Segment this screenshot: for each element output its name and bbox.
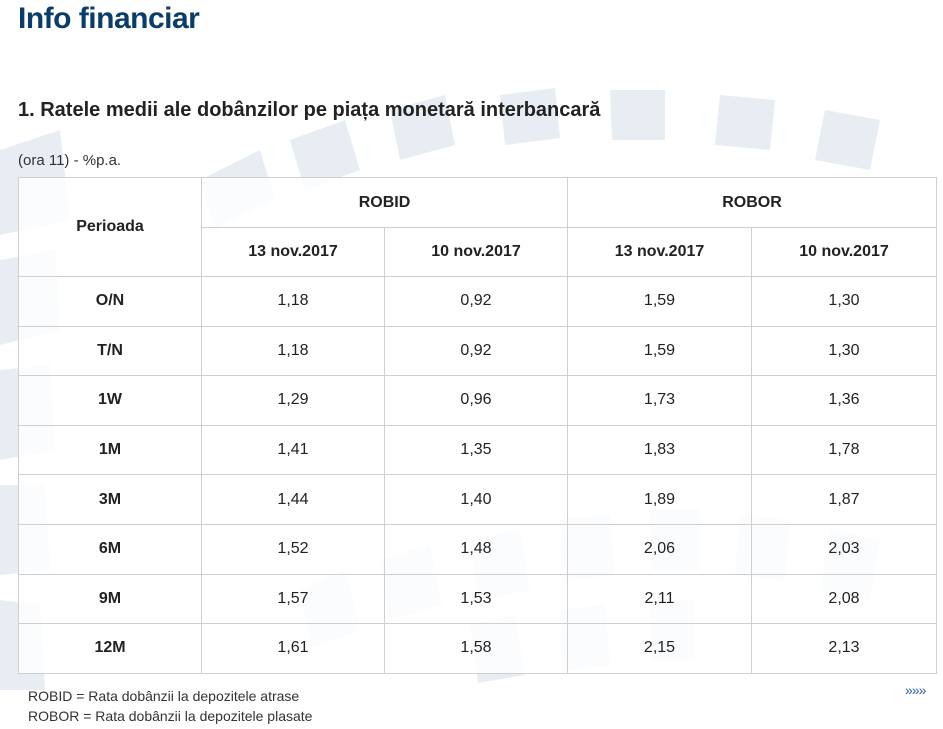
rate-cell: 2,15 — [567, 623, 752, 674]
rate-cell: 1,30 — [751, 325, 937, 377]
interbank-rates-table: Perioada ROBID ROBOR 13 nov.2017 10 nov.… — [18, 177, 937, 674]
rate-cell: 1,41 — [201, 424, 385, 476]
period-cell: 1W — [18, 375, 202, 426]
period-cell: 9M — [18, 573, 202, 625]
table-row: 12M 1,61 1,58 2,15 2,13 — [18, 623, 937, 674]
table-row: T/N 1,18 0,92 1,59 1,30 — [18, 325, 937, 377]
rate-cell: 1,36 — [751, 375, 937, 426]
table-row: 1M 1,41 1,35 1,83 1,78 — [18, 424, 937, 476]
column-header-date: 10 nov.2017 — [384, 227, 568, 277]
rate-cell: 2,06 — [567, 523, 752, 575]
rate-cell: 2,11 — [567, 573, 752, 625]
rate-cell: 1,59 — [567, 276, 752, 327]
period-cell: 6M — [18, 523, 202, 575]
unit-note: (ora 11) - %p.a. — [18, 152, 122, 169]
rate-cell: 0,92 — [384, 325, 568, 377]
table-row: 9M 1,57 1,53 2,11 2,08 — [18, 573, 937, 625]
legend-robor: ROBOR = Rata dobânzii la depozitele plas… — [28, 708, 313, 724]
table-row: 3M 1,44 1,40 1,89 1,87 — [18, 474, 937, 525]
period-cell: T/N — [18, 325, 202, 377]
rate-cell: 1,44 — [201, 474, 385, 525]
column-header-date: 13 nov.2017 — [201, 227, 385, 277]
rate-cell: 1,29 — [201, 375, 385, 426]
legend-robid: ROBID = Rata dobânzii la depozitele atra… — [28, 688, 300, 704]
rate-cell: 1,52 — [201, 523, 385, 575]
page-title: Info financiar — [18, 2, 200, 35]
rate-cell: 1,61 — [201, 623, 385, 674]
table-row: 1W 1,29 0,96 1,73 1,36 — [18, 375, 937, 426]
rate-cell: 1,35 — [384, 424, 568, 476]
rate-cell: 1,73 — [567, 375, 752, 426]
rate-cell: 1,48 — [384, 523, 568, 575]
rate-cell: 1,57 — [201, 573, 385, 625]
rate-cell: 0,96 — [384, 375, 568, 426]
more-link[interactable]: »»» — [905, 682, 926, 698]
rate-cell: 2,13 — [751, 623, 937, 674]
rate-cell: 1,18 — [201, 325, 385, 377]
column-header-date: 13 nov.2017 — [567, 227, 752, 277]
table-row: O/N 1,18 0,92 1,59 1,30 — [18, 276, 937, 327]
column-group-robid: ROBID — [201, 177, 568, 228]
rate-cell: 1,53 — [384, 573, 568, 625]
column-header-period: Perioada — [18, 177, 202, 277]
rate-cell: 1,89 — [567, 474, 752, 525]
section-heading: 1. Ratele medii ale dobânzilor pe piața … — [18, 99, 601, 121]
column-header-date: 10 nov.2017 — [751, 227, 937, 277]
rate-cell: 1,18 — [201, 276, 385, 327]
rate-cell: 1,58 — [384, 623, 568, 674]
period-cell: 3M — [18, 474, 202, 525]
rate-cell: 1,59 — [567, 325, 752, 377]
period-cell: O/N — [18, 276, 202, 327]
legend: ROBID = Rata dobânzii la depozitele atra… — [28, 686, 312, 726]
rate-cell: 1,83 — [567, 424, 752, 476]
period-cell: 1M — [18, 424, 202, 476]
rate-cell: 1,30 — [751, 276, 937, 327]
rate-cell: 0,92 — [384, 276, 568, 327]
rate-cell: 1,87 — [751, 474, 937, 525]
rate-cell: 2,03 — [751, 523, 937, 575]
rate-cell: 1,40 — [384, 474, 568, 525]
table-row: 6M 1,52 1,48 2,06 2,03 — [18, 523, 937, 575]
rate-cell: 2,08 — [751, 573, 937, 625]
rate-cell: 1,78 — [751, 424, 937, 476]
column-group-robor: ROBOR — [567, 177, 937, 228]
period-cell: 12M — [18, 623, 202, 674]
